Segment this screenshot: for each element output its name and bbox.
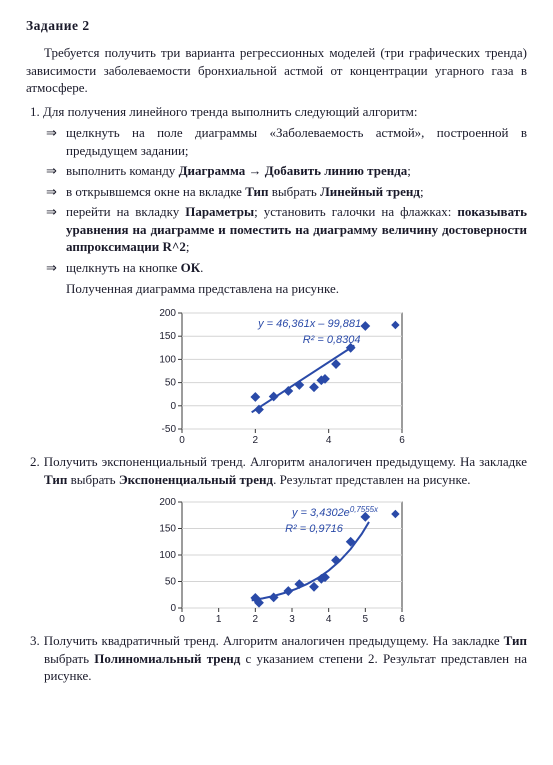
item-2-pre: 2. Получить экспоненциальный тренд. Алго… xyxy=(30,454,527,469)
item-2-post: . Результат представлен на рисунке. xyxy=(273,472,470,487)
svg-text:R² = 0,8304: R² = 0,8304 xyxy=(302,334,360,346)
bullet-1c-b1: Тип xyxy=(245,184,268,199)
item-1-bullets: щелкнуть на поле диаграммы «Заболеваемос… xyxy=(26,124,527,276)
svg-text:50: 50 xyxy=(164,378,176,389)
svg-text:2: 2 xyxy=(252,614,258,622)
svg-text:150: 150 xyxy=(159,524,176,535)
bullet-1c-post: ; xyxy=(420,184,424,199)
chart-2-wrap: 0501001502000123456y = 3,4302e0,7555xR² … xyxy=(26,492,527,622)
svg-text:100: 100 xyxy=(159,550,176,561)
item-3-mid: выбрать xyxy=(44,651,94,666)
bullet-1d: перейти на вкладку Параметры; установить… xyxy=(66,203,527,256)
item-2-b2: Экспоненциальный тренд xyxy=(119,472,273,487)
svg-text:2: 2 xyxy=(252,435,258,443)
item-3-b1: Тип xyxy=(504,633,527,648)
svg-text:6: 6 xyxy=(399,435,405,443)
svg-text:y = 46,361x – 99,881: y = 46,361x – 99,881 xyxy=(257,318,361,330)
item-2-mid: выбрать xyxy=(67,472,119,487)
chart-1-wrap: -500501001502000246y = 46,361x – 99,881R… xyxy=(26,303,527,443)
svg-text:-50: -50 xyxy=(161,424,176,435)
svg-text:0: 0 xyxy=(170,603,176,614)
chart-1: -500501001502000246y = 46,361x – 99,881R… xyxy=(132,303,422,443)
bullet-1b: выполнить команду Диаграмма → Добавить л… xyxy=(66,162,527,180)
svg-text:R² = 0,9716: R² = 0,9716 xyxy=(285,523,344,535)
bullet-1d-mid: ; установить галочки на флажках: xyxy=(254,204,457,219)
bullet-1a: щелкнуть на поле диаграммы «Заболеваемос… xyxy=(66,124,527,159)
bullet-1c-b2: Линейный тренд xyxy=(320,184,420,199)
svg-text:3: 3 xyxy=(289,614,295,622)
svg-text:100: 100 xyxy=(159,355,176,366)
svg-text:200: 200 xyxy=(159,497,176,508)
svg-text:6: 6 xyxy=(399,614,405,622)
item-3-b2: Полиномиальный тренд xyxy=(94,651,240,666)
bullet-1c: в открывшемся окне на вкладке Тип выбрат… xyxy=(66,183,527,201)
bullet-1e-pre: щелкнуть на кнопке xyxy=(66,260,181,275)
bullet-1e-b: ОК xyxy=(181,260,201,275)
svg-text:4: 4 xyxy=(325,614,331,622)
svg-text:4: 4 xyxy=(325,435,331,443)
svg-text:0: 0 xyxy=(179,614,185,622)
svg-text:150: 150 xyxy=(159,331,176,342)
item-2: 2. Получить экспоненциальный тренд. Алго… xyxy=(26,453,527,488)
bullet-1c-mid: выбрать xyxy=(269,184,321,199)
bullet-1e: щелкнуть на кнопке ОК. xyxy=(66,259,527,277)
trail-1: Полученная диаграмма представлена на рис… xyxy=(26,280,527,298)
bullet-1d-post: ; xyxy=(186,239,190,254)
svg-text:50: 50 xyxy=(164,577,176,588)
bullet-1b-pre: выполнить команду xyxy=(66,163,179,178)
bullet-1d-b1: Параметры xyxy=(185,204,254,219)
svg-text:1: 1 xyxy=(215,614,221,622)
item-1-lead: 1. Для получения линейного тренда выполн… xyxy=(26,103,527,121)
bullet-1e-post: . xyxy=(200,260,203,275)
item-3: 3. Получить квадратичный тренд. Алгоритм… xyxy=(26,632,527,685)
svg-text:200: 200 xyxy=(159,308,176,319)
bullet-1d-pre: перейти на вкладку xyxy=(66,204,185,219)
item-3-pre: 3. Получить квадратичный тренд. Алгоритм… xyxy=(30,633,504,648)
intro-paragraph: Требуется получить три варианта регресси… xyxy=(26,44,527,97)
svg-text:5: 5 xyxy=(362,614,368,622)
bullet-1b-bold: Диаграмма → Добавить линию тренда xyxy=(179,163,408,178)
item-2-b1: Тип xyxy=(44,472,67,487)
svg-text:0: 0 xyxy=(179,435,185,443)
task-heading: Задание 2 xyxy=(26,18,527,34)
bullet-1c-pre: в открывшемся окне на вкладке xyxy=(66,184,245,199)
svg-text:0: 0 xyxy=(170,401,176,412)
bullet-1b-post: ; xyxy=(407,163,411,178)
chart-2: 0501001502000123456y = 3,4302e0,7555xR² … xyxy=(132,492,422,622)
